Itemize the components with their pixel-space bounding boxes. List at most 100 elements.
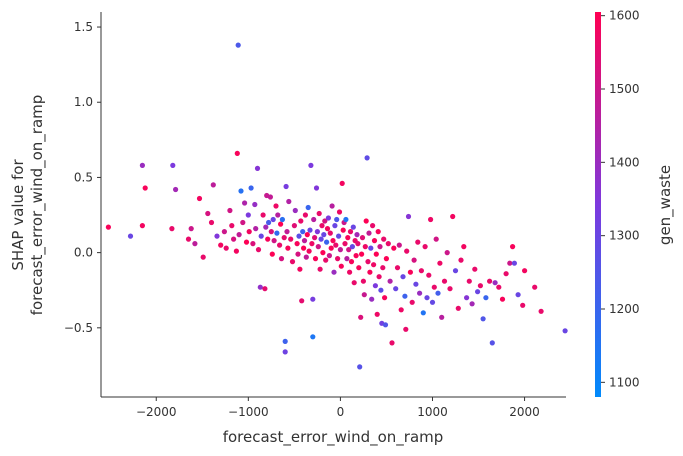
scatter-point <box>223 245 229 251</box>
scatter-point <box>342 241 348 247</box>
scatter-point <box>277 242 283 248</box>
x-tick-label: −2000 <box>136 405 177 419</box>
scatter-point <box>315 244 321 250</box>
scatter-point <box>387 278 393 284</box>
scatter-point <box>318 236 324 242</box>
scatter-point <box>279 216 285 223</box>
scatter-point <box>383 256 389 262</box>
scatter-point <box>450 213 456 220</box>
scatter-points <box>105 42 568 370</box>
scatter-point <box>262 286 268 292</box>
scatter-point <box>511 260 517 266</box>
scatter-point <box>309 241 315 247</box>
scatter-point <box>371 262 377 268</box>
scatter-point <box>331 269 337 275</box>
scatter-point <box>475 289 481 295</box>
scatter-point <box>284 229 290 235</box>
x-axis-title: forecast_error_wind_on_ramp <box>223 428 444 447</box>
scatter-point <box>188 226 194 232</box>
scatter-point <box>403 326 409 332</box>
scatter-point <box>347 269 353 275</box>
scatter-point <box>313 185 320 191</box>
scatter-point <box>320 250 326 256</box>
scatter-point <box>405 213 412 220</box>
scatter-point <box>428 216 434 223</box>
y-axis-title-line-2: forecast_error_wind_on_ramp <box>28 95 47 316</box>
scatter-point <box>332 223 338 229</box>
scatter-point <box>472 266 478 272</box>
scatter-point <box>496 284 502 290</box>
scatter-point <box>299 298 305 304</box>
scatter-point <box>296 233 302 239</box>
scatter-point <box>196 195 203 202</box>
scatter-point <box>340 227 346 233</box>
scatter-point <box>455 305 461 311</box>
scatter-point <box>285 245 291 251</box>
scatter-point <box>417 290 423 296</box>
scatter-point <box>411 257 417 263</box>
scatter-point <box>317 266 323 272</box>
scatter-point <box>231 236 237 242</box>
scatter-point <box>245 212 251 218</box>
scatter-point <box>483 295 489 301</box>
x-axis-ticks: −2000 −1000 0 1000 2000 <box>136 397 540 419</box>
scatter-point <box>210 182 216 188</box>
scatter-point <box>439 314 445 320</box>
scatter-point <box>376 274 382 280</box>
scatter-point <box>200 254 206 260</box>
scatter-point <box>359 251 365 257</box>
x-tick-label: 0 <box>337 405 345 419</box>
y-tick-label: 0.0 <box>74 246 93 260</box>
scatter-point <box>253 226 259 232</box>
scatter-point <box>327 230 333 236</box>
scatter-point <box>466 278 472 284</box>
scatter-point <box>404 248 410 254</box>
scatter-point <box>375 229 381 235</box>
scatter-point <box>227 207 233 214</box>
scatter-point <box>359 235 366 241</box>
scatter-point <box>365 259 371 265</box>
scatter-point <box>169 226 175 232</box>
scatter-point <box>307 227 313 233</box>
x-tick-label: 2000 <box>509 405 540 419</box>
colorbar-tick-label: 1100 <box>609 375 640 389</box>
scatter-point <box>452 268 459 274</box>
scatter-point <box>382 295 388 301</box>
scatter-point <box>371 238 378 244</box>
scatter-point <box>281 235 287 241</box>
scatter-point <box>369 296 375 302</box>
scatter-point <box>435 290 441 296</box>
scatter-point <box>254 165 261 171</box>
scatter-point <box>394 265 401 271</box>
scatter-point <box>503 271 509 277</box>
scatter-point <box>273 203 279 209</box>
scatter-point <box>346 247 352 253</box>
scatter-point <box>260 212 266 218</box>
scatter-point <box>208 219 215 226</box>
scatter-point <box>324 226 331 232</box>
scatter-point <box>363 218 369 224</box>
scatter-point <box>444 250 450 256</box>
colorbar-tick-label: 1600 <box>609 9 640 23</box>
scatter-point <box>396 242 402 248</box>
scatter-point <box>325 215 331 221</box>
scatter-point <box>306 248 312 254</box>
scatter-point <box>480 316 486 322</box>
scatter-point <box>304 232 310 238</box>
scatter-point <box>355 241 361 247</box>
scatter-point <box>319 223 325 229</box>
y-tick-label: −0.5 <box>64 321 93 335</box>
colorbar-ticks: 1100 1200 1300 1400 1500 1600 <box>601 9 640 389</box>
scatter-point <box>362 244 368 250</box>
scatter-point <box>420 310 426 316</box>
scatter-point <box>323 257 329 263</box>
scatter-point <box>270 216 276 223</box>
scatter-point <box>429 299 436 305</box>
scatter-point <box>271 238 277 244</box>
colorbar <box>595 12 601 397</box>
scatter-point <box>499 296 506 302</box>
scatter-point <box>238 188 244 194</box>
scatter-point <box>235 42 241 48</box>
scatter-point <box>286 198 292 205</box>
